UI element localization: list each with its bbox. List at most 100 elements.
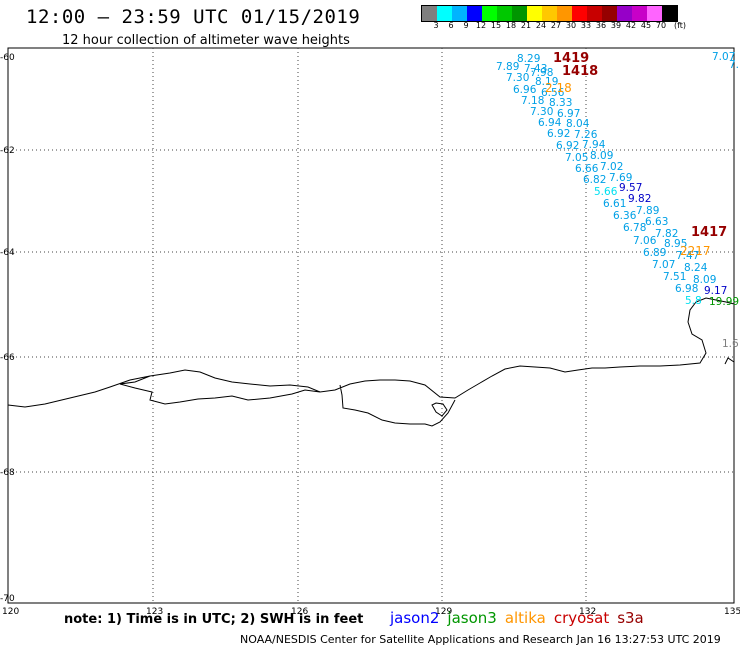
swh-value: 7.47 — [676, 250, 699, 262]
colorbar-swatch — [467, 6, 482, 21]
swh-value: 8.19 — [535, 76, 558, 88]
lon-label: 123 — [146, 607, 163, 617]
lon-label: 135 — [724, 607, 740, 617]
swh-value: 6.96 — [513, 84, 537, 96]
pass-id: 1417 — [691, 225, 727, 240]
map-frame — [7, 47, 735, 604]
swh-value: 6.92 — [547, 128, 570, 140]
swh-value: 8.29 — [517, 53, 540, 65]
swh-value: 6.61 — [603, 198, 626, 210]
colorbar — [421, 5, 678, 22]
swh-value: 7.69 — [609, 172, 632, 184]
colorbar-swatch — [602, 6, 617, 21]
colorbar-label: 3 — [433, 21, 439, 30]
colorbar-swatch — [422, 6, 437, 21]
satellite-legend: jason2 jason3 altika cryosat s3a — [390, 609, 652, 627]
satellite-legend-item: cryosat — [553, 609, 610, 627]
colorbar-swatch — [542, 6, 557, 21]
swh-value: 9.17 — [704, 285, 727, 297]
swh-value: 6.36 — [613, 210, 637, 222]
colorbar-label: 36 — [595, 21, 607, 30]
swh-value: 7.30 — [506, 72, 529, 84]
swh-value: 7.06 — [633, 235, 657, 247]
colorbar-swatch — [587, 6, 602, 21]
colorbar-label: 70 — [655, 21, 667, 30]
swh-value: 8.33 — [549, 97, 572, 109]
colorbar-swatch — [572, 6, 587, 21]
swh-value: 2217 — [680, 244, 711, 258]
colorbar-label: 27 — [550, 21, 562, 30]
swh-value: 7.51 — [663, 271, 686, 283]
gridlines — [8, 48, 734, 603]
coastline — [7, 297, 735, 427]
swh-value: 8.04 — [566, 118, 590, 130]
swh-value: 8.09 — [590, 150, 613, 162]
colorbar-label: 30 — [565, 21, 577, 30]
colorbar-swatch — [662, 6, 677, 21]
swh-value: 7.18 — [521, 95, 544, 107]
colorbar-swatch — [647, 6, 662, 21]
lat-label: -68 — [0, 468, 15, 478]
swh-value: 7.05 — [565, 152, 588, 164]
colorbar-label: 6 — [448, 21, 454, 30]
swh-value: 7.94 — [582, 139, 606, 151]
swh-value: 7.89 — [496, 61, 519, 73]
swh-value: 6.94 — [538, 117, 562, 129]
swh-value: 8.95 — [664, 238, 687, 250]
lat-label: -62 — [0, 146, 15, 156]
colorbar-swatch — [512, 6, 527, 21]
swh-value: 6.56 — [541, 87, 565, 99]
lat-label: -64 — [0, 248, 15, 258]
swh-value: 7.07 — [712, 51, 735, 63]
colorbar-swatch — [632, 6, 647, 21]
colorbar-swatch — [527, 6, 542, 21]
colorbar-label: 21 — [520, 21, 532, 30]
swh-value: 6.66 — [575, 163, 599, 175]
swh-value: 6.97 — [557, 108, 580, 120]
satellite-legend-item: s3a — [617, 609, 644, 627]
swh-observations: 7.07 7. 8.29 7.43 7.89 7.98 7.30 8.19 6.… — [496, 51, 739, 350]
swh-value: 2.18 — [545, 81, 572, 95]
footer-text: NOAA/NESDIS Center for Satellite Applica… — [240, 633, 721, 646]
colorbar-label: 45 — [640, 21, 652, 30]
colorbar-label: 42 — [625, 21, 637, 30]
colorbar-label: 39 — [610, 21, 622, 30]
swh-value: 8.24 — [684, 262, 708, 274]
lon-label: 120 — [2, 607, 19, 617]
swh-value: 1.6 — [722, 338, 739, 350]
swh-value: 6.82 — [583, 174, 606, 186]
lon-label: 132 — [579, 607, 596, 617]
colorbar-label: 12 — [475, 21, 487, 30]
swh-value: 9.82 — [628, 193, 651, 205]
colorbar-swatch — [497, 6, 512, 21]
satellite-legend-item: altika — [504, 609, 546, 627]
swh-value: 7.02 — [600, 161, 623, 173]
note-text: note: 1) Time is in UTC; 2) SWH is in fe… — [64, 612, 364, 627]
swh-value: 7.30 — [530, 106, 553, 118]
swh-value: 5.66 — [594, 186, 618, 198]
colorbar-unit: (ft) — [673, 21, 687, 30]
lat-label: -66 — [0, 353, 15, 363]
swh-value: 6.78 — [623, 222, 646, 234]
colorbar-label: 9 — [463, 21, 469, 30]
colorbar-swatch — [617, 6, 632, 21]
colorbar-swatch — [437, 6, 452, 21]
page-subtitle: 12 hour collection of altimeter wave hei… — [62, 33, 350, 48]
colorbar-swatch — [452, 6, 467, 21]
pass-id: 1418 — [562, 64, 598, 79]
colorbar-labels: 3 6 9 12 15 18 21 24 27 30 33 36 39 42 45 70 (ft) — [421, 21, 740, 33]
colorbar-swatch — [557, 6, 572, 21]
swh-value: 7.07 — [652, 259, 675, 271]
swh-value: 7. — [729, 59, 739, 71]
swh-value: 9.57 — [619, 182, 642, 194]
swh-value: 6.63 — [645, 216, 668, 228]
colorbar-label: 15 — [490, 21, 502, 30]
swh-value: 7.26 — [574, 129, 598, 141]
colorbar-label: 33 — [580, 21, 592, 30]
swh-value: 8.09 — [693, 274, 716, 286]
colorbar-label: 18 — [505, 21, 517, 30]
swh-value: 6.92 — [556, 140, 579, 152]
swh-value: 7.89 — [636, 205, 659, 217]
lon-label: 129 — [435, 607, 452, 617]
